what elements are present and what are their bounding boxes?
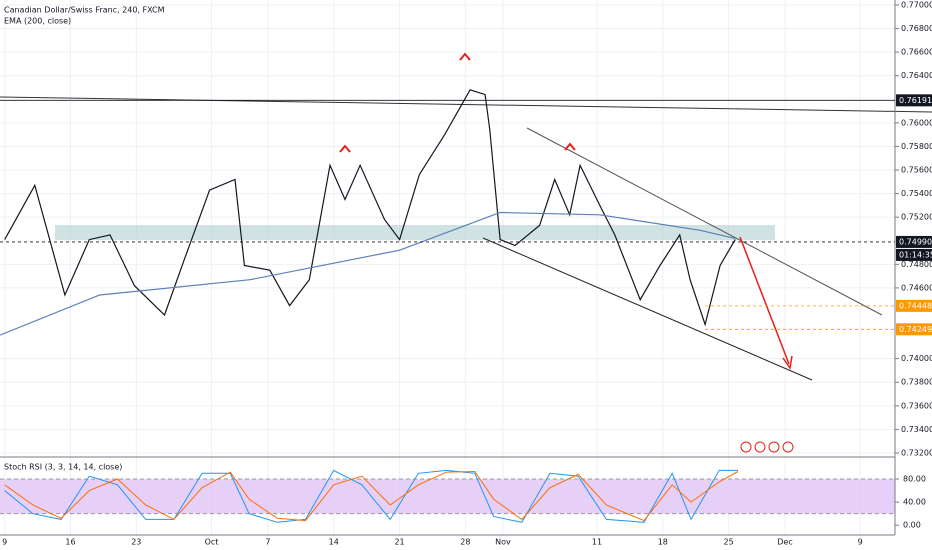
x-tick-label: 11 xyxy=(592,538,602,547)
chart-title: Canadian Dollar/Swiss Franc, 240, FXCM xyxy=(4,6,165,15)
y-tick-label: 0.76400 xyxy=(901,71,932,80)
price-tag xyxy=(896,235,932,248)
x-tick-label: 9 xyxy=(858,538,863,547)
y-tick-label: 80.00 xyxy=(903,475,926,484)
y-tick-label: 0.75600 xyxy=(901,166,932,175)
series-line xyxy=(4,470,739,522)
peak-marker xyxy=(339,144,351,153)
price-tag-label: 0.74448 xyxy=(899,301,932,310)
x-tick-label: 7 xyxy=(265,538,270,547)
x-tick-label: 18 xyxy=(658,538,668,547)
series-line xyxy=(0,211,736,336)
x-tick-label: 23 xyxy=(131,538,141,547)
x-tick-label: 25 xyxy=(724,538,734,547)
series-line xyxy=(4,469,738,523)
y-tick-label: 0.75200 xyxy=(901,213,932,222)
y-tick-label: 0.73400 xyxy=(901,425,932,434)
y-tick-label: 0.76000 xyxy=(901,118,932,127)
y-tick-label: 0.73800 xyxy=(901,378,932,387)
series-line xyxy=(4,89,736,327)
y-tick-label: 0.74800 xyxy=(901,260,932,269)
x-tick-label: 14 xyxy=(329,538,339,547)
stoch-band xyxy=(0,479,895,514)
price-tag-label: 0.74990 xyxy=(899,237,932,246)
zone xyxy=(55,225,775,240)
trend-line xyxy=(0,96,932,113)
price-tag-label: 0.74249 xyxy=(899,325,932,334)
channel-upper xyxy=(526,127,883,316)
x-tick-label: 9 xyxy=(2,538,7,547)
y-tick-label: 0.73600 xyxy=(901,401,932,410)
peak-marker xyxy=(459,52,471,61)
countdown-tag xyxy=(896,248,932,261)
y-tick-label: 0.00 xyxy=(903,521,921,530)
price-tag xyxy=(896,323,932,336)
y-tick-label: 0.75400 xyxy=(901,189,932,198)
y-tick-label: 0.74000 xyxy=(901,354,932,363)
channel-lower xyxy=(482,237,813,381)
plot xyxy=(0,89,739,523)
countdown: 01:14:35 xyxy=(899,250,932,259)
x-tick-label: 28 xyxy=(460,538,470,547)
y-tick-label: 0.74600 xyxy=(901,283,932,292)
indicator-label: EMA (200, close) xyxy=(4,17,71,26)
y-tick-label: 0.75800 xyxy=(901,142,932,151)
x-tick-label: Dec xyxy=(777,538,792,547)
price-tag xyxy=(896,94,932,107)
arrow-head xyxy=(782,355,793,370)
peak-marker xyxy=(564,142,576,151)
y-tick-label: 0.76600 xyxy=(901,48,932,57)
arrow xyxy=(739,236,790,365)
x-tick-label: Oct xyxy=(205,538,219,547)
event-icons xyxy=(740,441,794,453)
x-tick-label: 16 xyxy=(65,538,75,547)
price-tag xyxy=(896,299,932,312)
y-tick-label: 40.00 xyxy=(903,498,926,507)
x-tick-label: 21 xyxy=(394,538,404,547)
stoch-title: Stoch RSI (3, 3, 14, 14, close) xyxy=(4,463,122,472)
y-tick-label: 0.77000 xyxy=(901,0,932,9)
y-tick-label: 0.73200 xyxy=(901,448,932,457)
price-tag-label: 0.76191 xyxy=(899,96,932,105)
y-tick-label: 0.76800 xyxy=(901,24,932,33)
x-tick-label: Nov xyxy=(495,538,511,547)
